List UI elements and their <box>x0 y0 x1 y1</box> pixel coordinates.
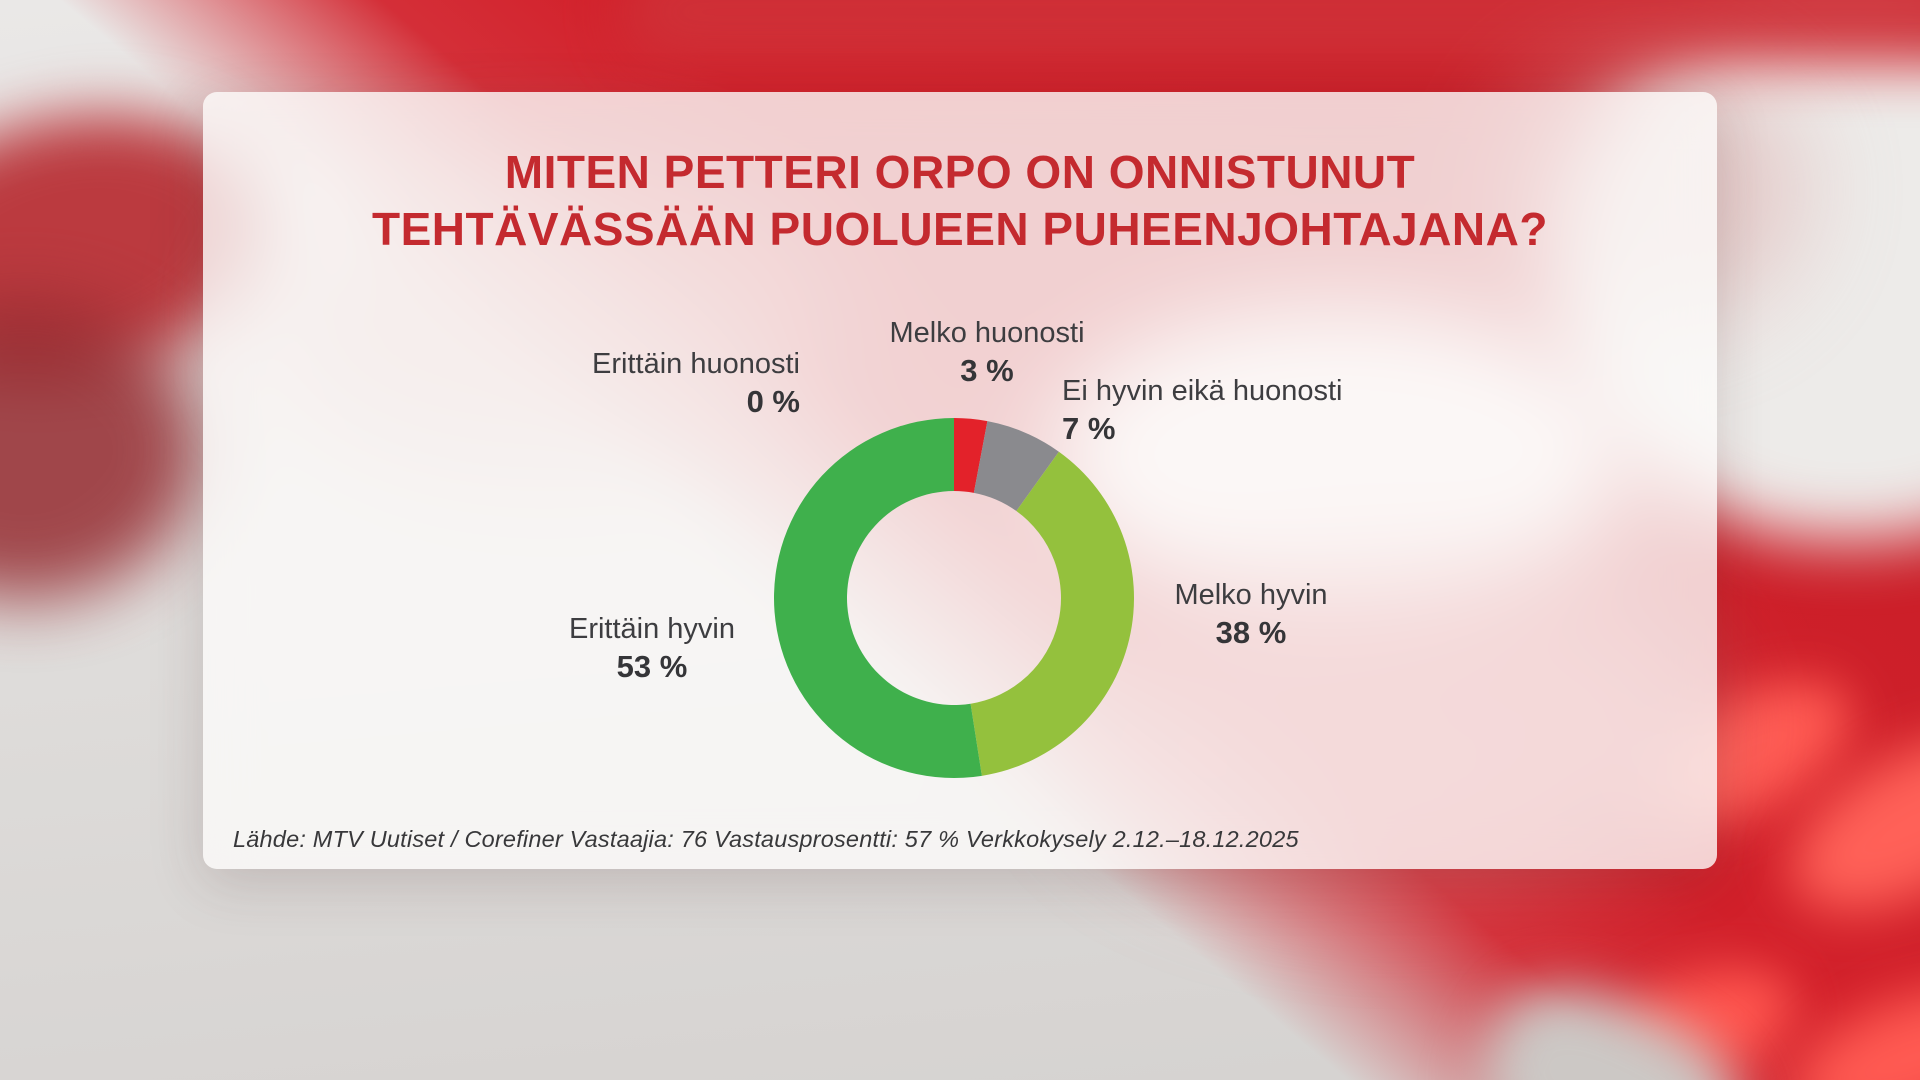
segment-label: Melko huonosti <box>889 317 1085 349</box>
segment-label: Ei hyvin eikä huonosti <box>1062 375 1343 407</box>
background-red-top-band <box>620 0 1920 66</box>
donut-segment <box>970 451 1134 776</box>
donut-segment <box>973 421 1059 512</box>
chart-title-line2: TEHTÄVÄSSÄÄN PUOLUEEN PUHEENJOHTAJANA? <box>372 203 1548 255</box>
segment-label: Melko hyvin <box>1174 579 1328 611</box>
callout-melko-huonosti: Melko huonosti 3 % <box>837 315 1137 389</box>
callout-ei-hyvin-eika-huonosti: Ei hyvin eikä huonosti 7 % <box>1062 373 1482 447</box>
segment-label: Erittäin hyvin <box>568 613 735 645</box>
segment-value: 38 % <box>1215 615 1287 650</box>
chart-title: MITEN PETTERI ORPO ON ONNISTUNUT TEHTÄVÄ… <box>203 144 1717 258</box>
segment-value: 0 % <box>746 384 800 419</box>
callout-melko-hyvin: Melko hyvin 38 % <box>1101 577 1401 651</box>
segment-label: Erittäin huonosti <box>592 348 800 380</box>
chart-title-line1: MITEN PETTERI ORPO ON ONNISTUNUT <box>504 146 1416 198</box>
donut-segment <box>774 418 982 778</box>
segment-value: 53 % <box>616 649 688 684</box>
segment-value: 3 % <box>960 353 1014 388</box>
callout-erittain-huonosti: Erittäin huonosti 0 % <box>460 346 800 420</box>
donut-chart <box>774 418 1134 778</box>
donut-segment <box>954 418 988 493</box>
callout-erittain-hyvin: Erittäin hyvin 53 % <box>502 611 802 685</box>
source-note: Lähde: MTV Uutiset / Corefiner Vastaajia… <box>233 826 1299 852</box>
segment-value: 7 % <box>1062 411 1116 446</box>
